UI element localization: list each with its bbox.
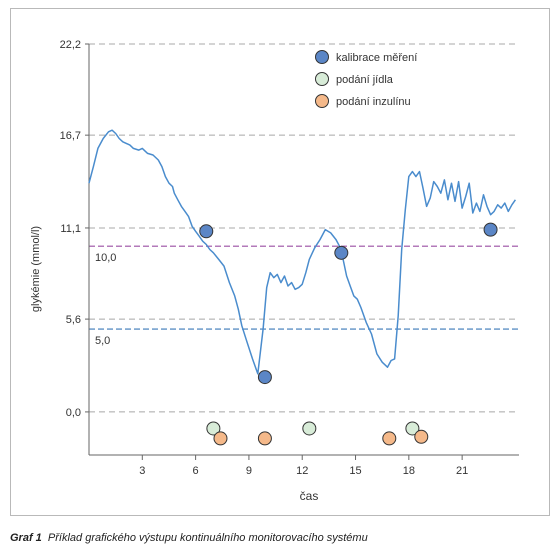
event-marker xyxy=(483,222,498,237)
legend-label: kalibrace měření xyxy=(336,52,417,64)
y-tick-label: 22,2 xyxy=(60,39,81,51)
threshold-lines: 10,0 5,0 xyxy=(89,245,519,347)
event-marker xyxy=(302,421,317,436)
y-tick-label: 11,1 xyxy=(60,223,81,235)
axes: 0,0 5,6 11,1 16,7 22,2 3 6 9 12 15 18 21 xyxy=(60,39,519,477)
threshold-label: 5,0 xyxy=(95,335,110,347)
event-marker xyxy=(405,421,420,436)
event-marker xyxy=(199,224,214,239)
event-marker xyxy=(257,431,272,446)
event-marker xyxy=(414,429,429,444)
y-axis-title: glykémie (mmol/l) xyxy=(30,226,42,312)
glucose-series xyxy=(88,129,517,375)
grid-lines xyxy=(89,43,519,413)
event-marker xyxy=(334,245,349,260)
x-tick-label: 15 xyxy=(349,465,361,477)
y-tick-label: 5,6 xyxy=(66,314,81,326)
x-tick-label: 18 xyxy=(403,465,415,477)
threshold-label: 10,0 xyxy=(95,252,116,264)
legend-marker xyxy=(315,72,329,86)
figure-frame: 10,0 5,0 0,0 5,6 11,1 16,7 22,2 3 6 9 12 15 18 21 ka… xyxy=(10,8,550,516)
x-tick-label: 6 xyxy=(193,465,199,477)
x-axis-title: čas xyxy=(300,489,319,503)
y-tick-label: 0,0 xyxy=(66,407,81,419)
legend-marker xyxy=(315,50,329,64)
event-marker xyxy=(257,370,272,385)
x-tick-label: 9 xyxy=(246,465,252,477)
legend-label: podání jídla xyxy=(336,74,394,86)
glucose-chart: 10,0 5,0 0,0 5,6 11,1 16,7 22,2 3 6 9 12 15 18 21 ka… xyxy=(30,39,519,503)
x-tick-label: 3 xyxy=(139,465,145,477)
event-marker xyxy=(382,431,397,446)
glucose-line xyxy=(88,129,517,375)
x-tick-label: 21 xyxy=(456,465,468,477)
legend: kalibrace měření podání jídla podání inzul… xyxy=(315,50,417,108)
legend-marker xyxy=(315,94,329,108)
caption-label: Graf 1 xyxy=(10,532,42,544)
event-marker xyxy=(206,421,221,436)
y-tick-label: 16,7 xyxy=(60,130,81,142)
x-tick-label: 12 xyxy=(296,465,308,477)
figure-caption: Graf 1 Příklad grafického výstupu kontin… xyxy=(10,532,368,544)
caption-text: Příklad grafického výstupu kontinuálního… xyxy=(47,532,368,544)
legend-label: podání inzulínu xyxy=(336,96,411,108)
event-marker xyxy=(213,431,228,446)
event-markers xyxy=(199,222,498,446)
